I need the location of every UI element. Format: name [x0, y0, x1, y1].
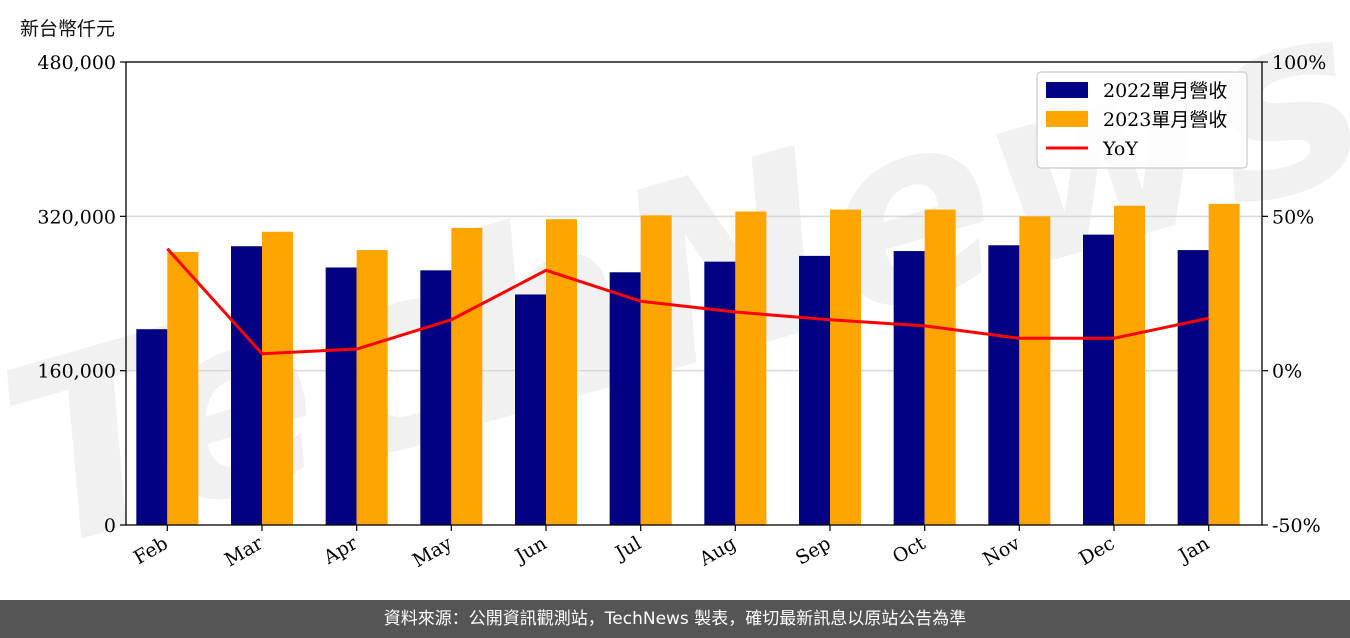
bar-2022 [1083, 234, 1114, 526]
x-tick-label: Jun [510, 532, 551, 568]
bar-2022 [704, 261, 736, 525]
x-tick-label: Sep [792, 532, 835, 569]
x-tick-label: Nov [979, 532, 1024, 571]
bar-2023 [1019, 216, 1051, 526]
bar-2023 [924, 209, 956, 526]
bar-2023 [830, 209, 861, 526]
y2-tick-label: 0% [1272, 361, 1302, 383]
bar-2023 [451, 227, 483, 526]
bar-2022 [1177, 250, 1209, 525]
y2-tick-label: 100% [1272, 52, 1326, 74]
bar-2023 [735, 211, 767, 525]
plot-frame [125, 61, 1263, 526]
bar-2023 [167, 252, 199, 525]
legend: 2022單月營收 2023單月營收 YoY [1036, 71, 1248, 169]
bar-2022 [231, 246, 262, 525]
yoy-line [166, 247, 1209, 356]
x-tick-label: May [409, 532, 456, 572]
bar-2022 [325, 267, 357, 525]
x-tick-label: Aug [695, 532, 740, 571]
x-tick-label: Dec [1075, 532, 1118, 570]
legend-label: 2023單月營收 [1103, 109, 1227, 131]
bar-2022 [609, 272, 641, 525]
bars [136, 203, 1240, 526]
bar-2022 [799, 255, 830, 525]
x-tick-label: Jul [610, 532, 645, 565]
bar-2023 [1208, 203, 1240, 525]
legend-label: 2022單月營收 [1103, 80, 1227, 102]
y-tick-label: 480,000 [37, 52, 116, 74]
legend-box [1036, 71, 1248, 169]
bar-2022 [515, 294, 546, 525]
bar-2023 [262, 231, 293, 525]
x-tick-label: Jan [1173, 532, 1213, 568]
x-tick-label: Oct [889, 532, 930, 568]
revenue-yoy-chart: TechNews 0160,000320,000480,000-50%0%50%… [0, 0, 1350, 600]
bar-2023 [356, 250, 388, 525]
bar-2022 [420, 270, 452, 525]
unit-label: 新台幣仟元 [20, 18, 116, 40]
bar-2023 [1114, 205, 1145, 526]
y-tick-label: 160,000 [37, 361, 116, 383]
x-tick-label: Apr [319, 532, 362, 569]
y-tick-label: 320,000 [37, 206, 116, 228]
yoy-line-layer [166, 247, 1209, 356]
bar-2022 [988, 245, 1020, 526]
legend-swatch [1046, 82, 1088, 98]
y-tick-label: 0 [104, 515, 116, 537]
bar-2022 [136, 329, 168, 525]
bar-2023 [640, 215, 672, 525]
legend-label: YoY [1102, 138, 1138, 160]
y2-tick-label: -50% [1272, 515, 1321, 537]
source-footer: 資料來源：公開資訊觀測站，TechNews 製表，確切最新訊息以原站公告為準 [0, 600, 1350, 638]
bar-2022 [893, 251, 925, 525]
bar-2023 [546, 219, 577, 525]
legend-swatch [1046, 111, 1088, 127]
y2-tick-label: 50% [1272, 206, 1314, 228]
